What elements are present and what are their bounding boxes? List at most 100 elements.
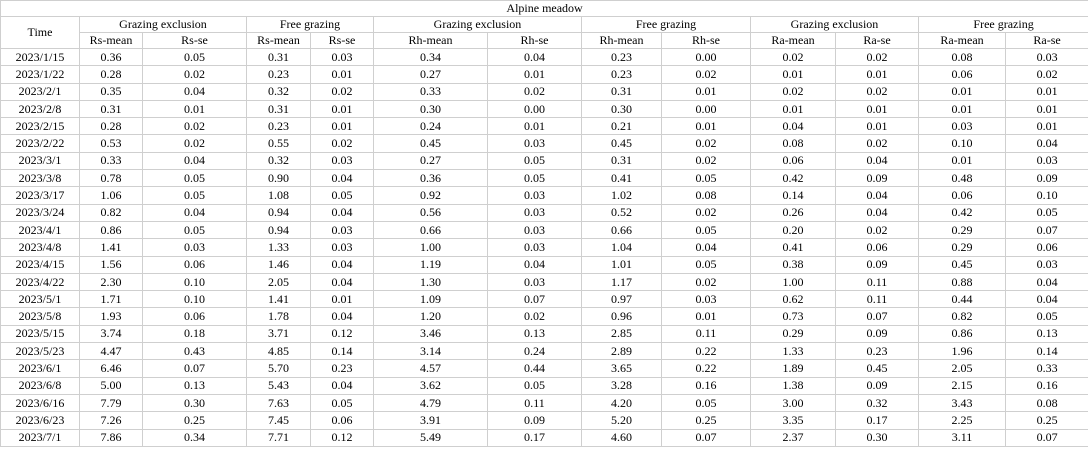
row-time: 2023/3/1 — [0, 151, 80, 171]
row-time: 2023/4/8 — [0, 238, 80, 257]
data-cell: 5.00 — [79, 376, 143, 395]
table-row: 2023/2/8 0.31 0.01 0.31 0.01 0.30 0.00 0.30 0.00… — [0, 99, 1088, 119]
data-cell: 0.02 — [661, 272, 751, 292]
data-cell: 0.31 — [246, 47, 311, 67]
table-row: 2023/4/8 1.41 0.03 1.33 0.03 1.00 0.03 1.04 0.04… — [0, 238, 1088, 257]
data-cell: 0.25 — [142, 411, 247, 430]
data-cell: 0.14 — [750, 186, 836, 205]
data-cell: 0.30 — [835, 428, 919, 447]
data-cell: 4.60 — [581, 428, 662, 447]
data-cell: 7.45 — [246, 411, 311, 430]
data-cell: 2.85 — [581, 324, 662, 344]
data-cell: 0.45 — [373, 134, 488, 153]
data-cell: 0.08 — [750, 134, 836, 153]
data-cell: 0.45 — [835, 359, 919, 378]
data-cell: 0.30 — [581, 99, 662, 119]
data-cell: 0.90 — [246, 169, 311, 188]
table-row: 2023/2/15 0.28 0.02 0.23 0.01 0.24 0.01 0.21 0.0… — [0, 117, 1088, 136]
row-time: 2023/2/22 — [0, 134, 80, 153]
data-cell: 0.01 — [661, 82, 751, 101]
table-body: 2023/1/15 0.36 0.05 0.31 0.03 0.34 0.04 0.23 0.0… — [0, 47, 1088, 447]
data-cell: 0.06 — [918, 186, 1006, 205]
data-cell: 0.05 — [310, 186, 374, 205]
data-cell: 0.56 — [373, 203, 488, 222]
data-cell: 0.66 — [581, 220, 662, 240]
table-row: 2023/6/16 7.79 0.30 7.63 0.05 4.79 0.11 4.20 0.0… — [0, 393, 1088, 413]
data-cell: 0.12 — [310, 324, 374, 344]
data-cell: 1.41 — [79, 238, 143, 257]
data-cell: 0.03 — [918, 117, 1006, 136]
data-cell: 0.03 — [310, 47, 374, 67]
data-cell: 0.02 — [1004, 65, 1088, 84]
data-cell: 0.04 — [835, 151, 919, 171]
data-cell: 3.91 — [373, 411, 488, 430]
column-header-ra-se-fg: Ra-se — [1004, 32, 1088, 49]
table-row: 2023/3/24 0.82 0.04 0.94 0.04 0.56 0.03 0.52 0.0… — [0, 203, 1088, 222]
data-cell: 3.43 — [918, 393, 1006, 413]
data-cell: 0.05 — [1004, 203, 1088, 222]
data-cell: 0.09 — [835, 376, 919, 395]
data-cell: 1.38 — [750, 376, 836, 395]
row-time: 2023/3/17 — [0, 186, 80, 205]
data-cell: 0.04 — [142, 82, 247, 101]
data-cell: 1.30 — [373, 272, 488, 292]
data-cell: 3.28 — [581, 376, 662, 395]
data-cell: 0.45 — [918, 255, 1006, 274]
data-cell: 0.03 — [661, 290, 751, 309]
data-cell: 3.62 — [373, 376, 488, 395]
table-row: 2023/4/15 1.56 0.06 1.46 0.04 1.19 0.04 1.01 0.0… — [0, 255, 1088, 274]
data-cell: 0.10 — [142, 290, 247, 309]
data-cell: 0.01 — [750, 65, 836, 84]
data-cell: 0.08 — [661, 186, 751, 205]
data-cell: 0.02 — [835, 47, 919, 67]
row-time: 2023/1/15 — [0, 47, 80, 67]
data-cell: 0.07 — [142, 359, 247, 378]
data-cell: 0.23 — [835, 342, 919, 361]
data-cell: 0.02 — [661, 65, 751, 84]
data-cell: 0.02 — [750, 82, 836, 101]
data-cell: 0.14 — [1004, 342, 1088, 361]
column-header-rh-mean-fg: Rh-mean — [581, 32, 662, 49]
data-cell: 0.42 — [918, 203, 1006, 222]
data-cell: 0.11 — [487, 393, 582, 413]
data-cell: 0.24 — [487, 342, 582, 361]
row-time: 2023/2/15 — [0, 117, 80, 136]
data-cell: 0.05 — [1004, 307, 1088, 326]
data-cell: 0.02 — [487, 307, 582, 326]
row-time: 2023/5/1 — [0, 290, 80, 309]
data-cell: 0.16 — [661, 376, 751, 395]
data-cell: 0.27 — [373, 65, 488, 84]
table-row: 2023/1/15 0.36 0.05 0.31 0.03 0.34 0.04 0.23 0.0… — [0, 47, 1088, 67]
data-cell: 5.20 — [581, 411, 662, 430]
data-cell: 0.04 — [142, 151, 247, 171]
data-cell: 0.05 — [487, 151, 582, 171]
data-cell: 0.03 — [487, 203, 582, 222]
data-cell: 0.01 — [661, 117, 751, 136]
column-header-time: Time — [0, 16, 80, 49]
data-cell: 0.31 — [246, 99, 311, 119]
data-cell: 0.13 — [1004, 324, 1088, 344]
data-cell: 7.26 — [79, 411, 143, 430]
table-row: 2023/5/23 4.47 0.43 4.85 0.14 3.14 0.24 2.89 0.2… — [0, 342, 1088, 361]
table-row: 2023/2/1 0.35 0.04 0.32 0.02 0.33 0.02 0.31 0.01… — [0, 82, 1088, 101]
data-cell: 0.16 — [1004, 376, 1088, 395]
data-cell: 0.04 — [310, 272, 374, 292]
data-cell: 0.06 — [918, 65, 1006, 84]
data-cell: 0.01 — [1004, 117, 1088, 136]
data-cell: 0.07 — [661, 428, 751, 447]
group-header-grazing-exclusion-ra: Grazing exclusion — [750, 16, 919, 33]
data-cell: 0.05 — [142, 169, 247, 188]
row-time: 2023/2/8 — [0, 99, 80, 119]
data-cell: 0.35 — [79, 82, 143, 101]
data-cell: 3.00 — [750, 393, 836, 413]
data-cell: 1.09 — [373, 290, 488, 309]
data-cell: 1.46 — [246, 255, 311, 274]
column-header-rh-mean-ge: Rh-mean — [373, 32, 488, 49]
data-cell: 0.36 — [373, 169, 488, 188]
data-cell: 0.32 — [835, 393, 919, 413]
data-cell: 0.02 — [835, 134, 919, 153]
data-cell: 0.06 — [142, 307, 247, 326]
data-cell: 0.28 — [79, 65, 143, 84]
data-cell: 0.00 — [487, 99, 582, 119]
row-time: 2023/6/16 — [0, 393, 80, 413]
